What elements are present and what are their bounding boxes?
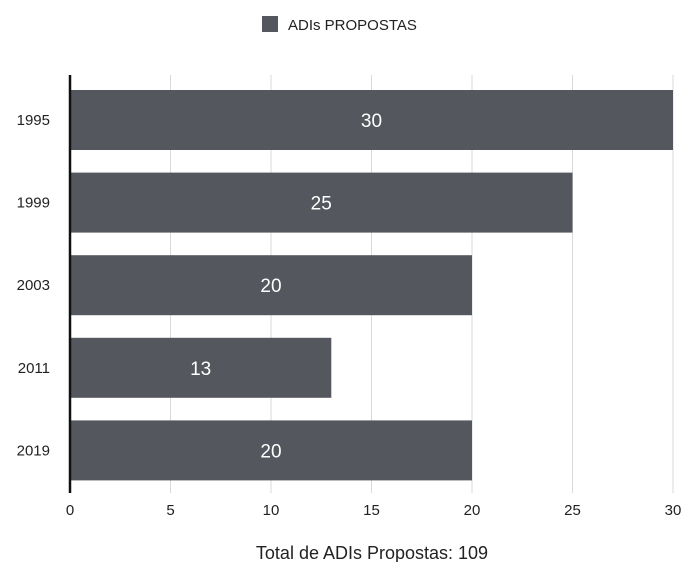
legend-label: ADIs PROPOSTAS — [288, 17, 417, 34]
bar-value-label: 25 — [311, 194, 332, 215]
x-tick-label: 15 — [363, 502, 380, 519]
category-labels: 1995 1999 2003 2011 2019 — [17, 112, 50, 459]
x-tick-label: 25 — [564, 502, 581, 519]
bar-2003 — [70, 255, 472, 316]
bar-value-label: 30 — [361, 111, 382, 132]
legend: ADIs PROPOSTAS — [262, 16, 417, 34]
bar-1995 — [70, 90, 673, 150]
x-tick-label: 5 — [166, 502, 174, 519]
category-label: 2003 — [17, 277, 50, 294]
x-tick-labels: 0 5 10 15 20 25 30 — [66, 502, 682, 519]
category-label: 1999 — [17, 195, 50, 212]
category-label: 1995 — [17, 112, 50, 129]
bar-value-labels: 30 25 20 13 20 — [190, 111, 382, 462]
bar-2019 — [70, 420, 472, 481]
x-axis-title: Total de ADIs Propostas: 109 — [256, 543, 488, 562]
x-tick-label: 10 — [263, 502, 280, 519]
bars — [70, 90, 673, 481]
x-tick-label: 0 — [66, 502, 74, 519]
x-tick-label: 30 — [665, 502, 682, 519]
bar-2011 — [70, 337, 332, 398]
bar-value-label: 20 — [260, 276, 281, 297]
category-label: 2011 — [18, 360, 50, 377]
bar-1999 — [70, 172, 573, 233]
bar-value-label: 20 — [260, 441, 281, 462]
legend-swatch — [262, 16, 278, 32]
bar-value-label: 13 — [190, 359, 211, 380]
x-tick-label: 20 — [464, 502, 481, 519]
category-label: 2019 — [17, 442, 50, 459]
